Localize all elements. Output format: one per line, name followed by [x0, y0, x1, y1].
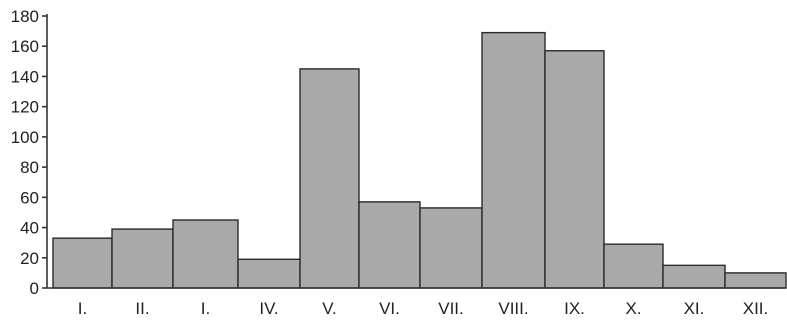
- bar: [603, 243, 664, 289]
- x-tick-label: I.: [78, 299, 87, 318]
- bar: [419, 207, 483, 289]
- bar: [299, 68, 360, 289]
- x-tick-label: XII.: [743, 299, 769, 318]
- y-tick-label: 80: [20, 158, 39, 177]
- bar: [358, 201, 421, 289]
- y-tick-label: 160: [11, 37, 39, 56]
- y-tick-label: 60: [20, 188, 39, 207]
- x-tick-label: X.: [625, 299, 641, 318]
- y-tick-label: 20: [20, 249, 39, 268]
- x-tick-label: XI.: [684, 299, 705, 318]
- y-tick-label: 180: [11, 7, 39, 26]
- bars: [52, 31, 787, 289]
- bar: [724, 272, 787, 289]
- y-tick-label: 120: [11, 98, 39, 117]
- y-tick-label: 40: [20, 219, 39, 238]
- y-axis: 0 20 40 60 80 100 120 140 160 180: [11, 7, 48, 298]
- bar: [237, 258, 301, 289]
- x-tick-label: II.: [135, 299, 149, 318]
- x-tick-label: IV.: [259, 299, 278, 318]
- x-tick-label: I.: [201, 299, 210, 318]
- bar: [481, 31, 546, 289]
- bar: [544, 50, 605, 289]
- x-tick-label: VI.: [379, 299, 400, 318]
- y-tick-label: 100: [11, 128, 39, 147]
- bar: [662, 264, 726, 289]
- y-tick-label: 140: [11, 67, 39, 86]
- x-tick-label: VII.: [438, 299, 464, 318]
- x-tick-label: IX.: [564, 299, 585, 318]
- x-tick-label: VIII.: [498, 299, 528, 318]
- x-tick-label: V.: [322, 299, 337, 318]
- bar: [172, 219, 239, 289]
- x-axis: I. II. I. IV. V. VI. VII. VIII. IX. X. XI. XII.: [47, 287, 786, 318]
- y-tick-label: 0: [30, 279, 39, 298]
- bar: [111, 228, 174, 289]
- bar: [52, 237, 113, 289]
